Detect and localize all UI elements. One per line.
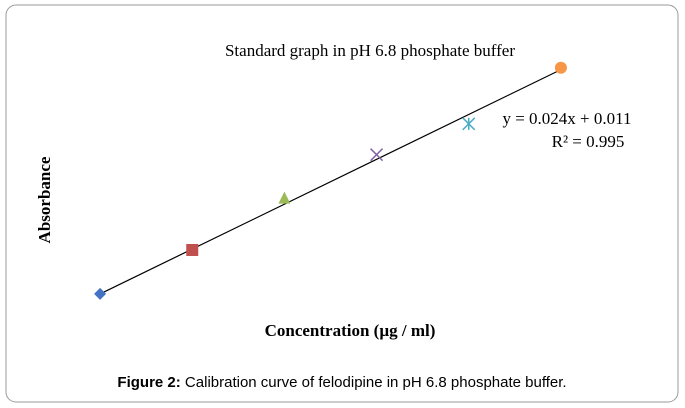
point (554, 61, 567, 74)
point (94, 287, 107, 300)
point (278, 191, 291, 204)
equation: y = 0.024x + 0.011 (502, 109, 631, 128)
caption: Figure 2: Calibration curve of felodipin… (117, 374, 566, 391)
chart-title: Standard graph in pH 6.8 phosphate buffe… (225, 41, 515, 60)
x-axis-label: Concentration (µg / ml) (265, 321, 436, 340)
point (370, 148, 384, 162)
figure-frame (5, 4, 679, 403)
caption-label: Figure 2: (117, 374, 180, 391)
point (462, 117, 476, 131)
y-axis-label: Absorbance (35, 156, 54, 243)
caption-text: Calibration curve of felodipine in pH 6.… (181, 374, 567, 391)
point (186, 243, 199, 256)
r-squared: R² = 0.995 (552, 132, 625, 151)
trendline (99, 69, 562, 295)
plot-area (94, 61, 567, 300)
